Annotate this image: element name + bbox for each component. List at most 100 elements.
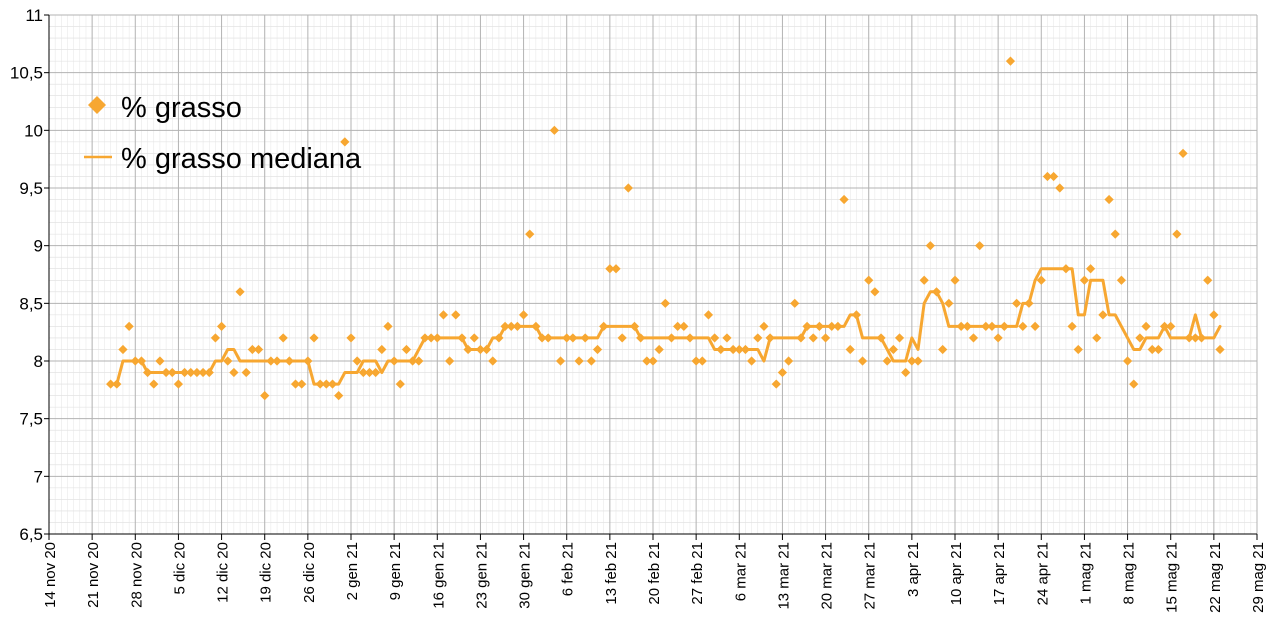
data-point [931, 287, 942, 297]
data-point [1092, 333, 1102, 343]
data-point [1104, 194, 1114, 205]
data-point [525, 229, 535, 239]
data-point [143, 367, 153, 378]
x-tick-label: 8 mag 21 [1121, 542, 1138, 605]
x-tick-label: 12 dic 20 [215, 542, 232, 603]
data-point [716, 344, 726, 355]
data-point [1209, 310, 1219, 320]
data-point [993, 333, 1003, 343]
data-point [1098, 310, 1108, 320]
data-point [179, 367, 190, 378]
x-tick-label: 26 dic 20 [301, 542, 318, 603]
data-point [420, 333, 430, 343]
y-tick-label: 9,5 [19, 179, 43, 198]
data-point [1116, 275, 1127, 285]
data-point [1005, 56, 1016, 66]
data-point [845, 344, 855, 355]
x-tick-labels: 14 nov 20 21 nov 20 28 nov 20 5 dic 20 12 di… [42, 542, 1267, 613]
data-point [290, 379, 301, 389]
y-tick-label: 11 [25, 6, 43, 25]
data-point [907, 356, 917, 366]
data-point [685, 333, 695, 343]
legend: % grasso % grasso mediana [84, 92, 362, 175]
data-point [414, 356, 424, 366]
data-point [796, 333, 806, 343]
y-tick-label: 9 [34, 237, 43, 256]
data-point [820, 333, 831, 343]
data-point [944, 298, 954, 308]
data-point [771, 379, 781, 389]
y-tick-label: 8 [34, 352, 43, 371]
data-point [260, 391, 270, 401]
data-point [568, 333, 578, 343]
data-point [734, 344, 744, 355]
data-point [710, 333, 720, 343]
data-point [790, 298, 800, 308]
data-point [1196, 333, 1207, 343]
data-point [1122, 356, 1133, 366]
data-point [500, 321, 510, 331]
data-point [599, 321, 609, 331]
data-point [518, 310, 529, 320]
data-point [506, 321, 516, 331]
data-point [919, 275, 929, 285]
data-point [555, 356, 566, 366]
data-point [118, 344, 128, 355]
data-point [962, 321, 972, 331]
data-point [1129, 379, 1139, 389]
data-point [1141, 321, 1151, 331]
data-point [1067, 321, 1077, 331]
legend-item-scatter: % grasso [88, 92, 242, 124]
data-point [722, 333, 732, 343]
data-point [987, 321, 997, 331]
data-point [457, 333, 467, 343]
x-tick-label: 14 nov 20 [42, 542, 59, 608]
data-point [327, 379, 338, 389]
x-tick-label: 13 mar 21 [775, 542, 792, 610]
data-point [112, 379, 122, 389]
grid-major [44, 14, 1258, 540]
data-point [512, 321, 523, 331]
data-point [494, 333, 504, 343]
data-point [679, 321, 689, 331]
data-point [777, 367, 788, 378]
data-point [586, 356, 596, 366]
data-point [660, 298, 670, 308]
x-tick-label: 30 gen 21 [517, 542, 534, 609]
data-point [562, 333, 572, 343]
data-point [432, 333, 442, 343]
data-point [272, 356, 282, 366]
data-point [703, 310, 714, 320]
data-point [297, 379, 307, 389]
data-point [1012, 298, 1022, 308]
data-point [284, 356, 294, 366]
data-point [192, 367, 202, 378]
data-point [161, 367, 171, 378]
data-point [1073, 344, 1083, 355]
data-point [691, 356, 701, 366]
x-tick-label: 24 apr 21 [1034, 542, 1051, 605]
data-point [247, 344, 257, 355]
data-point [759, 321, 769, 331]
data-point [315, 379, 325, 389]
data-point [1184, 333, 1194, 343]
data-point [549, 125, 559, 135]
data-point [636, 333, 646, 343]
data-point [1042, 171, 1053, 182]
data-point [1061, 264, 1071, 274]
data-point [1030, 321, 1040, 331]
data-point [1166, 321, 1176, 331]
data-point [463, 344, 473, 355]
data-point [198, 367, 208, 378]
y-tick-label: 7 [34, 467, 43, 486]
data-point [999, 321, 1009, 331]
data-point [1024, 298, 1034, 308]
data-point [901, 367, 911, 378]
x-tick-label: 6 mar 21 [732, 542, 749, 601]
data-point [383, 321, 393, 331]
x-tick-label: 15 mag 21 [1164, 542, 1181, 613]
data-point [827, 321, 837, 331]
data-point [216, 321, 227, 331]
data-point [253, 344, 264, 355]
